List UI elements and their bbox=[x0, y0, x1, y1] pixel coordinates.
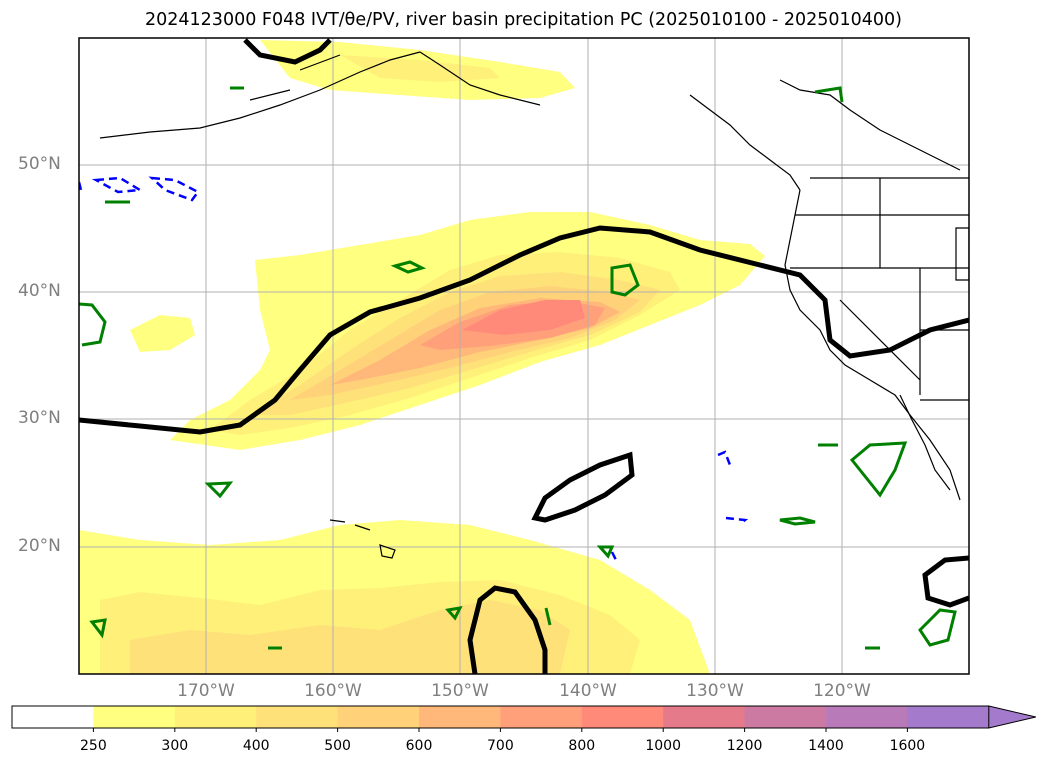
baja-coast bbox=[899, 394, 951, 491]
colorbar-tick-label: 800 bbox=[568, 738, 596, 754]
lat-label-30n: 30°N bbox=[18, 408, 61, 428]
graticule bbox=[79, 38, 969, 674]
lon-label-140w: 140°W bbox=[559, 681, 617, 701]
alaska-coast bbox=[99, 51, 541, 139]
theta-e-south-loop bbox=[467, 585, 548, 674]
lon-label-170w: 170°W bbox=[177, 681, 235, 701]
lon-label-120w: 120°W bbox=[813, 681, 871, 701]
coastlines bbox=[99, 51, 969, 559]
colorbar-tick-label: 400 bbox=[242, 738, 270, 754]
colorbar-cell bbox=[419, 706, 501, 728]
colorbar-tick-label: 600 bbox=[405, 738, 433, 754]
pv-neg-6 bbox=[610, 551, 618, 561]
figure-title: 2024123000 F048 IVT/θe/PV, river basin p… bbox=[145, 10, 902, 30]
colorbar-cell bbox=[174, 706, 257, 728]
pv-contour-1 bbox=[610, 263, 640, 297]
colorbar-tick-label: 300 bbox=[161, 738, 189, 754]
pv-neg-3 bbox=[717, 450, 732, 466]
pv-contour-3 bbox=[79, 302, 107, 347]
us-west-coast bbox=[784, 189, 961, 501]
bc-coast bbox=[689, 94, 801, 191]
colorbar-cell bbox=[581, 706, 664, 728]
theta-e-se bbox=[922, 555, 969, 608]
theta-e-contours bbox=[79, 38, 969, 674]
lon-label-160w: 160°W bbox=[304, 681, 362, 701]
pv-contour-10 bbox=[596, 545, 615, 559]
colorbar-cell bbox=[256, 706, 339, 728]
pv-contour-9 bbox=[445, 606, 463, 621]
ivt-fill-small-patch bbox=[130, 315, 195, 352]
colorbar-cell bbox=[500, 706, 583, 728]
colorbar-cell bbox=[907, 706, 990, 728]
lat-label-20n: 20°N bbox=[18, 536, 61, 556]
pv-contour-15 bbox=[544, 607, 552, 626]
colorbar-tick-label: 1000 bbox=[645, 738, 681, 754]
pv-contour-6 bbox=[204, 481, 234, 499]
colorbar-tick-label: 700 bbox=[487, 738, 514, 754]
map-frame bbox=[78, 37, 970, 675]
pv-neg-1 bbox=[91, 176, 144, 194]
ivt-fill-ar-800 bbox=[462, 300, 585, 335]
hawaii-islands bbox=[329, 519, 396, 559]
lat-label-50n: 50°N bbox=[18, 154, 61, 174]
pv-neg-2 bbox=[148, 176, 200, 202]
lon-label-130w: 130°W bbox=[686, 681, 744, 701]
pv-contour-4 bbox=[849, 441, 908, 498]
colorbar-cell bbox=[93, 706, 176, 728]
pv-neg-4 bbox=[725, 516, 749, 525]
colorbar-cell bbox=[744, 706, 827, 728]
colorbar-tick-label: 1600 bbox=[889, 738, 926, 754]
pv-contours-positive bbox=[79, 86, 957, 650]
colorbar-cell bbox=[12, 706, 94, 728]
pv-contour-11 bbox=[814, 86, 844, 103]
colorbar-cell bbox=[663, 706, 746, 728]
pv-contour-7 bbox=[89, 618, 107, 639]
pv-contour-5 bbox=[918, 608, 957, 647]
colorbar-tick-label: 1200 bbox=[726, 738, 763, 754]
colorbar-extend-arrow bbox=[988, 705, 1036, 729]
colorbar-tick-label: 1400 bbox=[808, 738, 844, 754]
pv-contour-2 bbox=[390, 260, 427, 274]
alaska-panhandle bbox=[779, 79, 961, 171]
lon-label-150w: 150°W bbox=[431, 681, 489, 701]
colorbar-tick-label: 250 bbox=[80, 738, 107, 754]
theta-e-main bbox=[79, 225, 969, 435]
lat-label-40n: 40°N bbox=[18, 281, 61, 301]
theta-e-ellipse bbox=[531, 451, 635, 523]
state-borders bbox=[790, 178, 969, 401]
colorbar-cell bbox=[337, 706, 420, 728]
colorbar bbox=[11, 705, 1036, 732]
colorbar-cell bbox=[826, 706, 908, 728]
colorbar-tick-label: 500 bbox=[324, 738, 351, 754]
theta-e-north bbox=[243, 38, 332, 65]
pv-contour-8 bbox=[779, 516, 816, 526]
